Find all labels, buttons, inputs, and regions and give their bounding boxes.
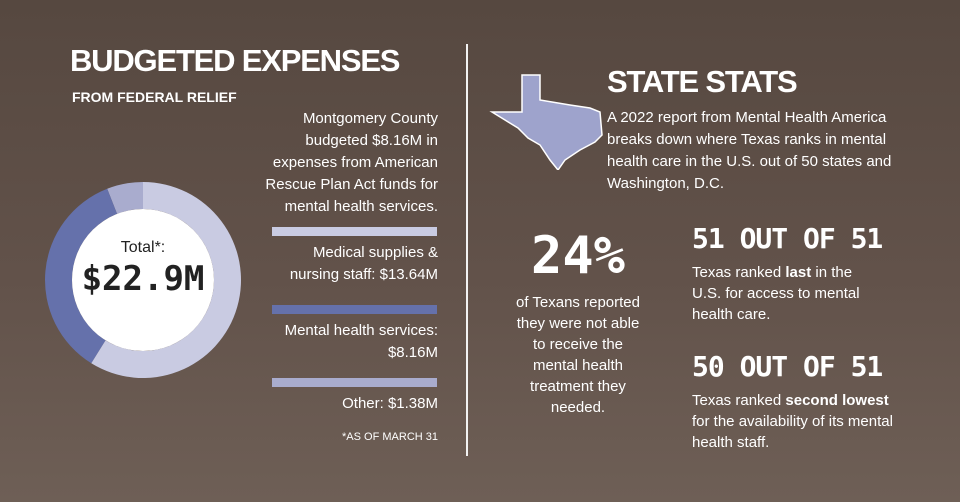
- texas-shape: [489, 74, 603, 170]
- emphasis: last: [785, 264, 812, 281]
- text: Texas ranked: [692, 264, 786, 281]
- donut-segment: [107, 182, 143, 214]
- left-subtitle: FROM FEDERAL RELIEF: [72, 89, 237, 105]
- center-label: Total*:: [121, 239, 165, 256]
- legend-label: Other: $1.38M: [342, 395, 438, 412]
- legend-label: Medical supplies & nursing staff: $13.64…: [289, 244, 438, 283]
- center-value: $22.9M: [82, 259, 205, 299]
- text: for the availability of its mental healt…: [692, 413, 893, 451]
- texas-icon: [489, 74, 603, 170]
- stat-text: of Texans reported they were not able to…: [516, 294, 640, 416]
- donut-segment: [45, 188, 118, 364]
- text: in the U.S. for access to mental health …: [692, 264, 860, 323]
- legend-label: Mental health services: $8.16M: [284, 322, 438, 361]
- donut-segment: [91, 182, 242, 378]
- legend-swatch: [272, 378, 437, 387]
- donut-chart: Total*: $22.9M: [45, 182, 242, 378]
- legend-swatch: [272, 305, 437, 314]
- ranking-text: Texas ranked second lowest for the avail…: [692, 390, 902, 453]
- legend-swatch: [272, 227, 437, 236]
- donut-hole: [72, 209, 214, 351]
- right-intro: A 2022 report from Mental Health America…: [607, 109, 892, 192]
- stat-figure: 24%: [531, 226, 625, 286]
- ranking-text: Texas ranked last in the U.S. for access…: [692, 262, 867, 325]
- text: Texas ranked: [692, 392, 786, 409]
- divider: [466, 44, 468, 456]
- ranking-heading: 50 OUT OF 51: [692, 350, 883, 383]
- footnote: *AS OF MARCH 31: [342, 431, 438, 443]
- left-title: BUDGETED EXPENSES: [70, 43, 400, 78]
- emphasis: second lowest: [785, 392, 889, 409]
- right-title: STATE STATS: [607, 64, 798, 99]
- left-intro: Montgomery County budgeted $8.16M in exp…: [265, 110, 438, 215]
- ranking-heading: 51 OUT OF 51: [692, 222, 883, 255]
